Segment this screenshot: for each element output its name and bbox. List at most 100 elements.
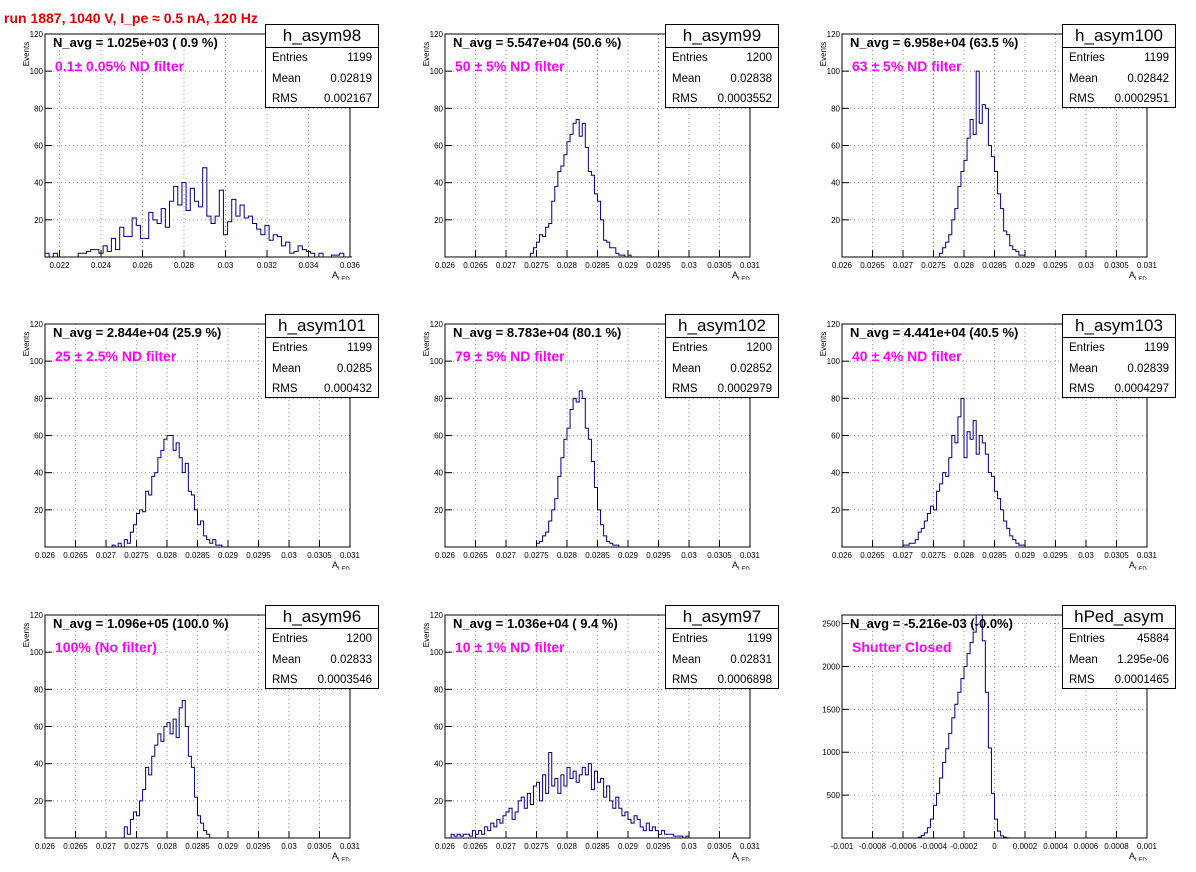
- stats-row-entries: Entries 1200: [666, 48, 778, 69]
- filter-label: 50 ± 5% ND filter: [455, 58, 565, 74]
- histogram-plot: 0.026 0.0265 0.027 0.0275 0.028 0.0285 0.029 0.…: [422, 611, 761, 861]
- histogram-series: [111, 435, 223, 548]
- x-tick-label: 0.022: [50, 261, 71, 270]
- histogram-series: [529, 118, 632, 258]
- x-tick-label: -0.0006: [889, 842, 917, 851]
- y-axis-label: Events: [422, 42, 431, 66]
- x-tick-label: 0.03: [681, 842, 697, 851]
- x-tick-label: 0.001: [1137, 842, 1158, 851]
- x-tick-label: 0.0305: [707, 261, 732, 270]
- x-axis-label-subscript: LED: [1135, 858, 1147, 861]
- filter-label: 63 ± 5% ND filter: [852, 58, 962, 74]
- x-tick-label: 0.031: [1137, 551, 1158, 560]
- stats-value: 1200: [746, 342, 772, 354]
- histogram-series: [917, 614, 1011, 839]
- stats-label: RMS: [1069, 93, 1095, 106]
- y-tick-label: 80: [831, 394, 840, 403]
- stats-row-mean: Mean 0.02842: [1063, 69, 1175, 90]
- x-tick-label: -0.001: [831, 842, 854, 851]
- y-tick-label: 40: [831, 469, 840, 478]
- stats-label: Mean: [672, 362, 701, 375]
- stats-label: Entries: [272, 342, 308, 354]
- x-tick-label: 0.028: [954, 261, 975, 270]
- x-axis-label-subscript: LED: [738, 858, 750, 861]
- stats-row-mean: Mean 0.0285: [266, 359, 378, 380]
- stats-label: Entries: [272, 633, 308, 645]
- stats-label: Mean: [272, 362, 301, 375]
- stats-box: h_asym97 Entries 1199 Mean 0.02831 RMS 0.00068…: [665, 605, 779, 689]
- x-tick-label: 0.03: [681, 551, 697, 560]
- x-tick-label: 0.027: [893, 261, 914, 270]
- stats-row-entries: Entries 1199: [666, 629, 778, 650]
- stats-label: RMS: [672, 383, 698, 396]
- histogram-plot: 0.026 0.0265 0.027 0.0275 0.028 0.0285 0.029 0.…: [422, 30, 761, 280]
- stats-row-entries: Entries 1200: [266, 629, 378, 650]
- x-axis-label: ALED: [732, 270, 750, 280]
- x-tick-label: -0.0008: [859, 842, 887, 851]
- stats-label: RMS: [1069, 383, 1095, 396]
- y-axis-label: Events: [422, 332, 431, 356]
- y-tick-label: 60: [434, 723, 443, 732]
- y-tick-label: 20: [831, 506, 840, 515]
- stats-row-entries: Entries 1200: [666, 338, 778, 359]
- x-tick-label: 0.0265: [463, 551, 488, 560]
- x-tick-label: 0: [992, 842, 997, 851]
- x-tick-label: 0.029: [618, 261, 639, 270]
- stats-row-rms: RMS 0.0004297: [1063, 379, 1175, 400]
- x-axis-label-main: A: [1129, 851, 1135, 861]
- stats-row-mean: Mean 0.02838: [666, 69, 778, 90]
- x-tick-label: 0.027: [496, 551, 517, 560]
- x-tick-label: 0.026: [435, 842, 456, 851]
- stats-label: Mean: [272, 72, 301, 85]
- x-tick-label: 0.0265: [463, 261, 488, 270]
- y-tick-label: 100: [30, 648, 44, 657]
- y-tick-label: 60: [434, 142, 443, 151]
- x-tick-label: 0.0285: [585, 842, 610, 851]
- navg-label: N_avg = 5.547e+04 (50.6 %): [453, 35, 622, 50]
- histogram-series: [450, 752, 690, 839]
- navg-label: N_avg = 8.783e+04 (80.1 %): [453, 325, 622, 340]
- y-tick-label: 2500: [822, 620, 840, 629]
- stats-label: Mean: [272, 653, 301, 666]
- stats-row-mean: Mean 1.295e-06: [1063, 650, 1175, 671]
- stats-histogram-name: h_asym99: [666, 25, 778, 48]
- x-tick-label: 0.03: [281, 551, 297, 560]
- filter-label: 0.1± 0.05% ND filter: [55, 58, 185, 74]
- y-tick-label: 80: [434, 104, 443, 113]
- x-tick-label: 0.0006: [1074, 842, 1099, 851]
- stats-row-entries: Entries 1199: [1063, 338, 1175, 359]
- y-axis-label: Events: [819, 332, 828, 356]
- stats-row-rms: RMS 0.0003552: [666, 89, 778, 110]
- y-tick-label: 120: [827, 30, 841, 39]
- x-tick-label: 0.026: [35, 551, 56, 560]
- x-tick-label: 0.028: [157, 551, 178, 560]
- stats-value: 0.02839: [1127, 362, 1169, 375]
- x-axis-label-subscript: LED: [1135, 277, 1147, 280]
- x-axis-label: ALED: [732, 560, 750, 570]
- run-title: run 1887, 1040 V, I_pe ≈ 0.5 nA, 120 Hz: [4, 10, 258, 26]
- stats-value: 0.02833: [330, 653, 372, 666]
- x-tick-label: 0.026: [832, 261, 853, 270]
- x-tick-label: 0.0275: [124, 551, 149, 560]
- x-tick-label: 0.0295: [246, 842, 271, 851]
- x-tick-label: 0.026: [35, 842, 56, 851]
- stats-row-mean: Mean 0.02852: [666, 359, 778, 380]
- stats-row-entries: Entries 1199: [266, 48, 378, 69]
- y-tick-label: 1500: [822, 705, 840, 714]
- stats-label: RMS: [672, 674, 698, 687]
- stats-value: 0.0002951: [1114, 93, 1169, 106]
- x-tick-label: 0.028: [557, 551, 578, 560]
- y-tick-label: 60: [434, 432, 443, 441]
- y-tick-label: 120: [430, 320, 444, 329]
- stats-value: 0.02852: [730, 362, 772, 375]
- stats-value: 0.0285: [336, 362, 372, 375]
- x-tick-label: 0.0295: [1043, 551, 1068, 560]
- x-axis-label: ALED: [1129, 851, 1147, 861]
- x-axis-label-main: A: [732, 560, 738, 570]
- x-tick-label: 0.024: [91, 261, 112, 270]
- stats-histogram-name: hPed_asym: [1063, 606, 1175, 629]
- x-axis-label-main: A: [732, 851, 738, 861]
- y-tick-label: 20: [831, 216, 840, 225]
- x-tick-label: 0.0265: [860, 261, 885, 270]
- stats-value: 0.02842: [1127, 72, 1169, 85]
